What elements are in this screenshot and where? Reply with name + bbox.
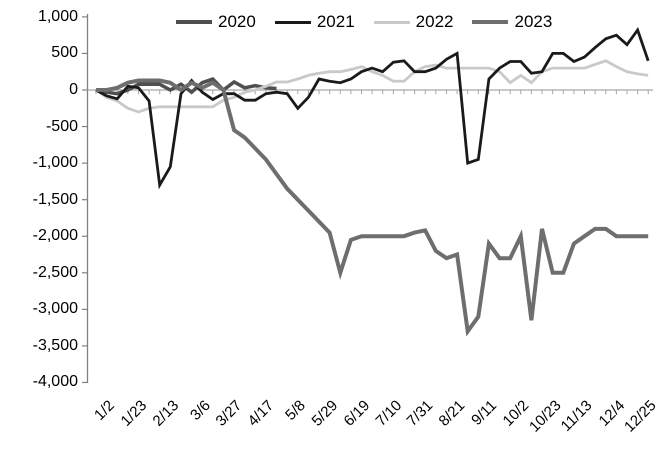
y-axis-label: -1,500 (32, 190, 78, 208)
legend-label-2020: 2020 (218, 12, 256, 31)
legend-label-2023: 2023 (514, 12, 553, 31)
legend-item-2022: 2022 (373, 12, 454, 32)
legend-swatch-2021 (274, 20, 311, 24)
y-axis-label: -2,500 (32, 263, 78, 281)
y-axis-label: 0 (69, 81, 78, 98)
series-line-2022 (95, 59, 649, 114)
y-axis-label: -3,000 (32, 300, 78, 318)
series-line-2023 (96, 78, 649, 337)
y-axis-label: -1,000 (32, 154, 78, 172)
y-axis-label: 500 (51, 44, 78, 62)
legend-label-2022: 2022 (415, 12, 454, 31)
chart-legend: 2020 2021 2022 2023 (176, 12, 552, 32)
y-axis-label: -2,000 (32, 227, 78, 245)
y-axis-label: 1,000 (37, 7, 78, 25)
legend-swatch-2022 (373, 20, 410, 24)
legend-label-2021: 2021 (316, 12, 355, 31)
series-line-2021 (95, 26, 650, 190)
y-axis-label: -3,500 (32, 336, 78, 354)
y-axis-label: -500 (45, 117, 78, 135)
legend-item-2020: 2020 (176, 12, 256, 32)
y-axis-label: -4,000 (32, 373, 78, 391)
legend-item-2021: 2021 (274, 12, 355, 32)
legend-swatch-2020 (176, 20, 212, 24)
legend-item-2023: 2023 (472, 12, 552, 32)
legend-swatch-2023 (472, 20, 509, 24)
